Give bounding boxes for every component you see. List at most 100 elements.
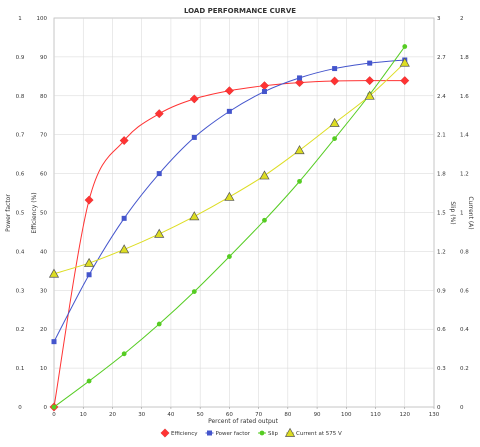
data-point-slip [121, 351, 127, 357]
x-tick-label: 60 [226, 412, 233, 418]
y-tick-label-power-factor: 0.7 [16, 133, 25, 139]
y-tick-label-power-factor: 0 [18, 405, 22, 411]
data-point-efficiency [330, 76, 340, 86]
data-point-efficiency [295, 78, 305, 88]
y-tick-label-efficiency: 90 [40, 55, 47, 61]
data-point-current-at-575-v [364, 90, 375, 100]
y-tick-label-efficiency: 40 [40, 249, 47, 255]
chart-title: LOAD PERFORMANCE CURVE [184, 7, 296, 15]
data-point-power-factor [191, 134, 197, 140]
y-tick-label-power-factor: 0.6 [16, 172, 25, 178]
y-tick-label-power-factor: 0.4 [16, 249, 25, 255]
y-tick-label-efficiency: 10 [40, 366, 47, 372]
data-point-power-factor [51, 339, 57, 345]
data-point-power-factor [156, 171, 162, 177]
y-tick-label-power-factor: 0.2 [16, 327, 25, 333]
data-point-power-factor [367, 60, 373, 66]
plot-area: 0 10 20 30 40 50 60 70 80 90 100 110 120 13000.10.20.… [16, 16, 470, 418]
x-tick-label: 100 [341, 412, 352, 418]
y-tick-label-current: 1.6 [460, 94, 469, 100]
y-tick-label-slip: 2.7 [437, 55, 446, 61]
y-tick-label-slip: 1.8 [437, 172, 446, 178]
data-point-power-factor [332, 66, 338, 72]
y-tick-label-efficiency: 0 [44, 405, 48, 411]
data-point-slip [226, 254, 232, 259]
data-point-slip [156, 321, 162, 327]
y-tick-label-current: 0.8 [460, 249, 469, 255]
y-tick-label-current: 2 [460, 16, 464, 22]
y-tick-label-current: 0.2 [460, 366, 469, 372]
data-point-slip [262, 217, 267, 223]
y-tick-label-efficiency: 60 [40, 172, 47, 178]
data-point-efficiency [400, 76, 410, 86]
data-point-current-at-575-v [48, 268, 60, 278]
y-axis-title-current: Current (A) [467, 196, 474, 229]
x-tick-label: 50 [197, 412, 204, 418]
y-tick-label-current: 1.2 [460, 172, 469, 178]
x-tick-label: 130 [429, 412, 440, 418]
y-tick-label-power-factor: 1 [18, 16, 22, 22]
data-point-current-at-575-v [399, 57, 410, 67]
y-tick-label-power-factor: 0.9 [16, 55, 25, 61]
y-tick-label-slip: 1.2 [437, 249, 446, 255]
data-point-efficiency [365, 76, 375, 86]
data-point-slip [51, 404, 57, 410]
y-tick-label-slip: 0.6 [437, 327, 446, 333]
data-point-efficiency [119, 136, 129, 146]
legend-label-slip: Slip [268, 431, 279, 437]
y-tick-label-current: 0.6 [460, 288, 469, 294]
y-tick-label-slip: 0.3 [437, 366, 446, 372]
y-tick-label-power-factor: 0.1 [16, 366, 25, 372]
legend-marker-efficiency [160, 428, 170, 438]
x-tick-label: 110 [370, 412, 381, 418]
y-tick-label-power-factor: 0.8 [16, 94, 25, 100]
data-point-efficiency [154, 109, 164, 119]
y-tick-label-slip: 1.5 [437, 211, 446, 217]
legend-label-current-at-575-v: Current at 575 V [296, 431, 342, 437]
x-axis-title: Percent of rated output [208, 418, 279, 425]
legend-label-efficiency: Efficiency [171, 431, 198, 437]
data-point-slip [332, 136, 338, 141]
y-axis-title-slip: Slip (%) [449, 201, 456, 224]
data-point-power-factor [261, 89, 267, 95]
data-point-current-at-575-v [189, 211, 200, 221]
data-point-slip [297, 178, 302, 184]
data-point-current-at-575-v [329, 117, 340, 127]
data-point-current-at-575-v [83, 257, 95, 267]
x-tick-label: 120 [400, 412, 411, 418]
y-tick-label-efficiency: 80 [40, 94, 47, 100]
data-point-slip [191, 289, 197, 294]
data-point-power-factor [297, 75, 303, 81]
y-tick-label-slip: 0 [437, 405, 441, 411]
y-tick-label-efficiency: 70 [40, 133, 47, 139]
data-point-current-at-575-v [294, 145, 305, 155]
data-point-slip [86, 378, 92, 384]
data-point-power-factor [226, 108, 232, 114]
y-tick-label-power-factor: 0.3 [16, 288, 25, 294]
y-tick-label-slip: 3 [437, 16, 441, 22]
legend-marker-slip [259, 430, 265, 436]
data-point-slip [402, 44, 408, 49]
x-tick-label: 40 [167, 412, 174, 418]
data-point-efficiency [224, 86, 234, 96]
data-point-current-at-575-v [154, 228, 165, 238]
data-point-power-factor [121, 215, 127, 221]
y-tick-label-efficiency: 30 [40, 288, 47, 294]
x-tick-label: 20 [109, 412, 116, 418]
y-tick-label-slip: 0.9 [437, 288, 446, 294]
y-axis-title-efficiency: Efficiency (%) [31, 192, 38, 233]
x-tick-label: 0 [52, 412, 56, 418]
data-point-current-at-575-v [259, 170, 270, 180]
data-point-efficiency [84, 195, 94, 205]
x-tick-label: 90 [314, 412, 321, 418]
x-tick-label: 80 [284, 412, 291, 418]
legend: Efficiency Power factor Slip Current at 575… [160, 427, 342, 438]
x-tick-label: 10 [80, 412, 87, 418]
y-tick-label-power-factor: 0.5 [16, 211, 25, 217]
data-point-efficiency [189, 94, 199, 104]
y-tick-label-efficiency: 100 [37, 16, 48, 22]
y-tick-label-current: 1.8 [460, 55, 469, 61]
y-tick-label-current: 0.4 [460, 327, 469, 333]
legend-label-power-factor: Power factor [216, 431, 251, 437]
